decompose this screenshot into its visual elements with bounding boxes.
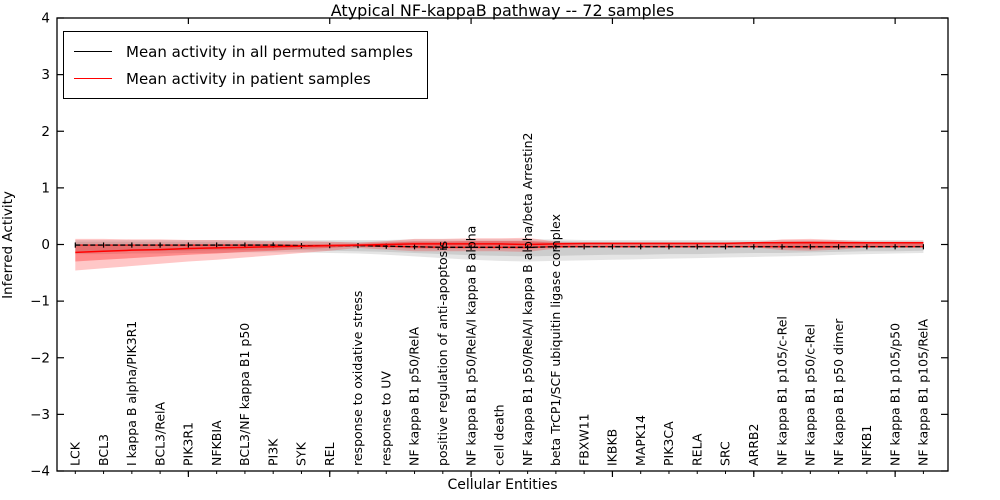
x-tick-label: response to UV: [378, 371, 393, 466]
x-tick-label: NFKBIA: [209, 420, 224, 466]
x-tick-label: beta TrCP1/SCF ubiquitin ligase complex: [548, 214, 563, 466]
x-tick-label: NF kappa B1 p50/c-Rel: [803, 324, 818, 466]
legend-item-permuted: Mean activity in all permuted samples: [74, 38, 413, 65]
legend: Mean activity in all permuted samples Me…: [63, 31, 428, 99]
x-axis-label: Cellular Entities: [447, 477, 558, 493]
y-tick-label: 4: [41, 11, 50, 27]
x-tick-label: RELA: [689, 433, 704, 466]
x-tick-label: SYK: [294, 441, 309, 466]
x-tick-label: I kappa B alpha/PIK3R1: [124, 321, 139, 466]
y-tick-label: −1: [30, 294, 50, 310]
y-tick-label: 1: [41, 180, 50, 196]
legend-label-patient: Mean activity in patient samples: [126, 69, 371, 88]
permuted-line-sample-icon: [74, 51, 112, 52]
y-axis-label: Inferred Activity: [0, 191, 16, 299]
x-tick-label: NF kappa B1 p105/p50: [887, 323, 902, 466]
x-tick-label: IKBKB: [605, 429, 620, 466]
x-tick-label: ARRB2: [746, 424, 761, 466]
x-tick-label: MAPK14: [633, 415, 648, 466]
x-tick-label: BCL3: [96, 434, 111, 466]
legend-label-permuted: Mean activity in all permuted samples: [126, 42, 413, 61]
x-tick-label: NF kappa B1 p105/c-Rel: [774, 316, 789, 466]
x-tick-label: PI3K: [265, 438, 280, 466]
y-tick-label: 0: [41, 237, 50, 253]
x-tick-label: PIK3R1: [181, 422, 196, 466]
x-tick-label: NF kappa B1 p50/RelA/I kappa B alpha: [463, 226, 478, 466]
x-tick-label: BCL3/RelA: [152, 402, 167, 466]
y-tick-label: −4: [30, 464, 50, 480]
x-tick-label: cell death: [492, 404, 507, 466]
x-tick-label: BCL3/NF kappa B1 p50: [237, 323, 252, 466]
x-tick-label: positive regulation of anti-apoptosis: [435, 241, 450, 466]
x-tick-label: NF kappa B1 p105/RelA: [916, 319, 931, 466]
x-tick-label: NFKB1: [859, 425, 874, 466]
x-tick-label: PIK3CA: [661, 421, 676, 466]
patient-mean-line: [75, 242, 924, 254]
y-tick-label: −3: [30, 407, 50, 423]
y-tick-label: −2: [30, 350, 50, 366]
y-tick-label: 2: [41, 124, 50, 140]
y-tick-label: 3: [41, 67, 50, 83]
x-tick-label: NF kappa B1 p50/RelA: [407, 326, 422, 466]
x-tick-label: SRC: [718, 441, 733, 466]
patient-line-sample-icon: [74, 78, 112, 79]
chart-title: Atypical NF-kappaB pathway -- 72 samples: [330, 1, 675, 20]
legend-item-patient: Mean activity in patient samples: [74, 65, 413, 92]
x-tick-label: REL: [322, 442, 337, 466]
x-tick-label: response to oxidative stress: [350, 291, 365, 466]
x-tick-label: FBXW11: [576, 413, 591, 466]
x-tick-label: LCK: [68, 441, 83, 466]
x-tick-label: NF kappa B1 p50/RelA/I kappa B alpha/bet…: [520, 133, 535, 467]
x-tick-label: NF kappa B1 p50 dimer: [831, 318, 846, 466]
